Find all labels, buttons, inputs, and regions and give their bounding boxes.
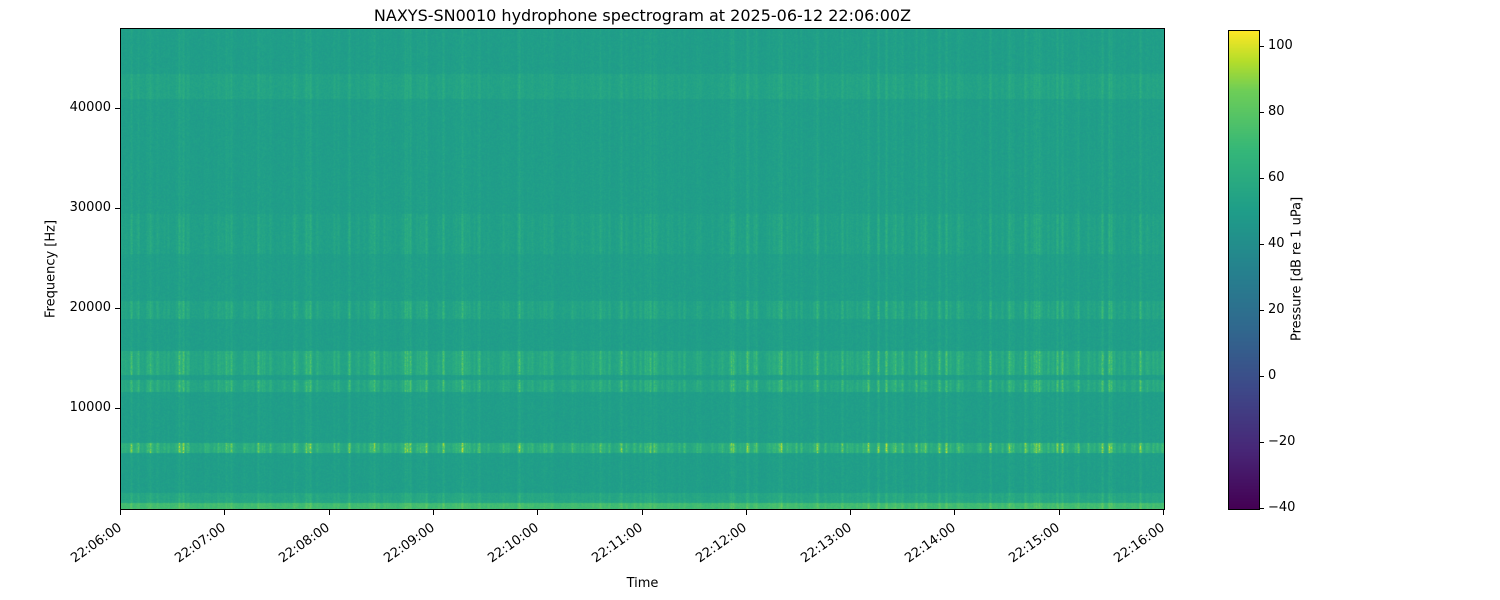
x-tick-mark <box>954 510 956 515</box>
x-tick-mark <box>224 510 226 515</box>
x-tick-label: 22:07:00 <box>172 520 229 567</box>
spectrogram-canvas <box>121 29 1164 509</box>
x-tick-label: 22:09:00 <box>380 520 438 567</box>
x-tick-mark <box>1058 510 1060 515</box>
plot-area <box>120 28 1165 510</box>
colorbar-tick-label: 40 <box>1268 236 1285 252</box>
x-tick-label: 22:16:00 <box>1110 520 1168 567</box>
chart-title: NAXYS-SN0010 hydrophone spectrogram at 2… <box>373 6 912 25</box>
x-tick-label: 22:06:00 <box>67 520 125 567</box>
y-tick-mark <box>115 208 120 209</box>
x-tick-label: 22:15:00 <box>1006 520 1063 567</box>
colorbar-tick-label: −40 <box>1268 500 1296 515</box>
colorbar-tick-mark <box>1260 178 1264 180</box>
x-tick-mark <box>432 510 434 515</box>
colorbar-tick-mark <box>1260 310 1264 312</box>
x-tick-label: 22:08:00 <box>276 520 333 567</box>
x-tick-label: 22:14:00 <box>902 520 959 567</box>
colorbar-tick-mark <box>1260 508 1264 509</box>
colorbar-tick-label: 60 <box>1268 170 1285 186</box>
colorbar-label: Pressure [dB re 1 uPa] <box>1289 196 1305 342</box>
colorbar-tick-mark <box>1260 46 1264 48</box>
colorbar-tick-mark <box>1260 376 1264 378</box>
colorbar-tick-label: 20 <box>1268 302 1285 318</box>
colorbar <box>1228 30 1260 510</box>
x-tick-label: 22:11:00 <box>589 520 646 567</box>
y-tick-label: 30000 <box>69 200 111 215</box>
x-tick-mark <box>328 510 330 515</box>
x-tick-label: 22:10:00 <box>485 520 542 567</box>
y-tick-mark <box>115 408 120 409</box>
y-tick-mark <box>115 308 120 309</box>
x-axis-label: Time <box>626 576 659 591</box>
colorbar-tick-label: 80 <box>1268 104 1285 120</box>
colorbar-tick-label: −20 <box>1268 434 1296 450</box>
x-tick-label: 22:12:00 <box>693 520 751 567</box>
x-tick-mark <box>745 510 747 515</box>
colorbar-tick-mark <box>1260 442 1264 444</box>
colorbar-tick-label: 0 <box>1268 368 1277 384</box>
x-tick-mark <box>850 510 852 515</box>
colorbar-tick-label: 100 <box>1268 38 1293 54</box>
y-tick-label: 40000 <box>69 100 111 115</box>
colorbar-canvas <box>1229 31 1259 509</box>
colorbar-tick-mark <box>1260 244 1264 246</box>
y-tick-label: 20000 <box>69 300 111 315</box>
x-tick-mark <box>1163 510 1164 515</box>
y-tick-label: 10000 <box>69 400 111 415</box>
x-tick-label: 22:13:00 <box>797 520 855 567</box>
x-tick-mark <box>120 510 121 515</box>
y-tick-mark <box>115 108 120 109</box>
colorbar-tick-mark <box>1260 112 1264 114</box>
x-tick-mark <box>641 510 643 515</box>
x-tick-mark <box>537 510 539 515</box>
